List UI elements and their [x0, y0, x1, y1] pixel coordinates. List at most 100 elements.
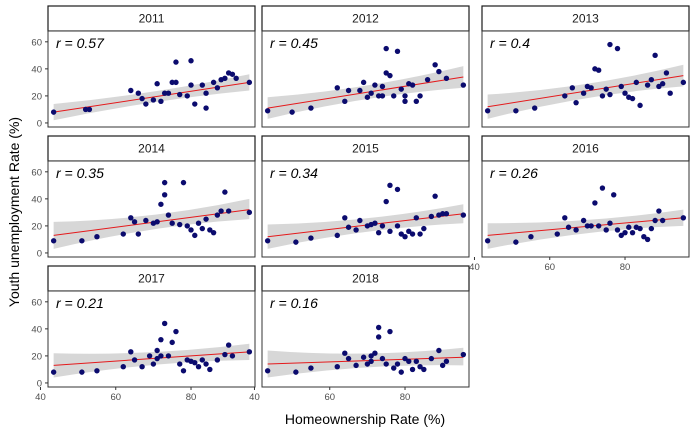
y-tick-label: 60 [31, 297, 42, 308]
data-point [158, 98, 164, 105]
data-point [432, 193, 438, 199]
data-point [154, 347, 160, 354]
data-point [398, 369, 404, 375]
data-point [409, 366, 416, 373]
data-point [460, 82, 467, 88]
data-point [342, 98, 348, 105]
data-point [460, 212, 467, 218]
y-tick-label: 0 [37, 118, 42, 129]
data-point [214, 212, 221, 218]
y-tick-label: 40 [31, 194, 42, 205]
data-point [428, 355, 435, 362]
data-point [641, 234, 647, 240]
panel-strip [261, 5, 470, 32]
data-point [165, 90, 172, 96]
data-point [565, 224, 572, 230]
data-point [417, 93, 423, 99]
data-point [387, 328, 393, 335]
correlation-label: r = 0.21 [56, 295, 104, 311]
data-point [158, 201, 164, 207]
data-point [225, 208, 232, 214]
data-point [443, 75, 450, 82]
data-point [264, 238, 271, 244]
data-point [364, 361, 371, 367]
data-point [562, 93, 568, 99]
y-tick-label: 20 [31, 351, 42, 362]
data-point [353, 362, 359, 369]
data-point [177, 361, 183, 367]
data-point [595, 67, 602, 73]
data-point [165, 212, 172, 218]
data-point [293, 239, 299, 245]
data-point [246, 349, 253, 355]
data-point [379, 223, 386, 229]
data-point [120, 231, 126, 237]
panel-title: 2018 [352, 272, 379, 286]
data-point [421, 366, 427, 373]
data-point [372, 220, 378, 226]
data-point [402, 355, 408, 362]
data-point [308, 365, 314, 371]
data-point [375, 324, 382, 331]
data-point [421, 225, 427, 232]
data-point [246, 209, 253, 216]
data-point [436, 347, 442, 354]
data-point [588, 223, 594, 229]
data-point [195, 220, 202, 226]
data-point [659, 217, 666, 224]
panel-2011: 2011 r = 0.57 0 20 40 60 [31, 5, 256, 129]
data-point [588, 85, 594, 91]
confidence-band [53, 343, 250, 378]
data-point [603, 227, 609, 233]
data-point [484, 108, 491, 114]
data-point [161, 192, 168, 198]
data-point [357, 217, 363, 224]
correlation-label: r = 0.45 [270, 35, 318, 51]
panel-title: 2013 [572, 12, 599, 26]
data-point [387, 72, 393, 79]
regression-line [53, 351, 250, 366]
data-point [173, 79, 179, 86]
panel-2016: 2016 r = 0.26 40 60 80 [469, 135, 690, 273]
data-point [177, 91, 183, 98]
data-point [436, 68, 442, 75]
data-point [203, 105, 209, 111]
x-tick-label: 40 [35, 392, 46, 403]
data-point [391, 365, 397, 371]
data-point [667, 90, 673, 96]
y-tick-label: 60 [31, 167, 42, 178]
confidence-band [487, 209, 684, 249]
data-point [128, 215, 134, 221]
data-point [614, 45, 621, 52]
data-point [629, 95, 636, 102]
data-point [345, 355, 352, 362]
data-point [387, 228, 393, 235]
data-point [293, 369, 299, 375]
data-point [531, 105, 538, 111]
data-point [614, 227, 621, 233]
x-tick-label: 60 [544, 262, 555, 273]
data-point [484, 238, 491, 244]
data-point [207, 227, 213, 233]
data-point [607, 91, 613, 98]
correlation-label: r = 0.35 [56, 165, 104, 181]
data-point [573, 227, 579, 233]
panel-title: 2016 [572, 142, 599, 156]
data-point [599, 185, 606, 191]
data-point [656, 208, 662, 214]
data-point [607, 220, 613, 226]
data-point [644, 236, 651, 243]
data-point [406, 358, 412, 365]
data-point [417, 231, 423, 237]
data-point [413, 215, 420, 221]
x-tick-label: 60 [324, 392, 335, 403]
data-point [622, 229, 628, 236]
data-point [652, 217, 658, 224]
data-point [50, 369, 57, 375]
data-point [207, 366, 213, 373]
panel-strip [481, 135, 690, 162]
data-point [150, 361, 157, 367]
y-tick-label: 20 [31, 91, 42, 102]
panel-2017: 2017 r = 0.21 0 20 40 60 40 60 80 [31, 265, 256, 403]
data-point [139, 95, 145, 102]
